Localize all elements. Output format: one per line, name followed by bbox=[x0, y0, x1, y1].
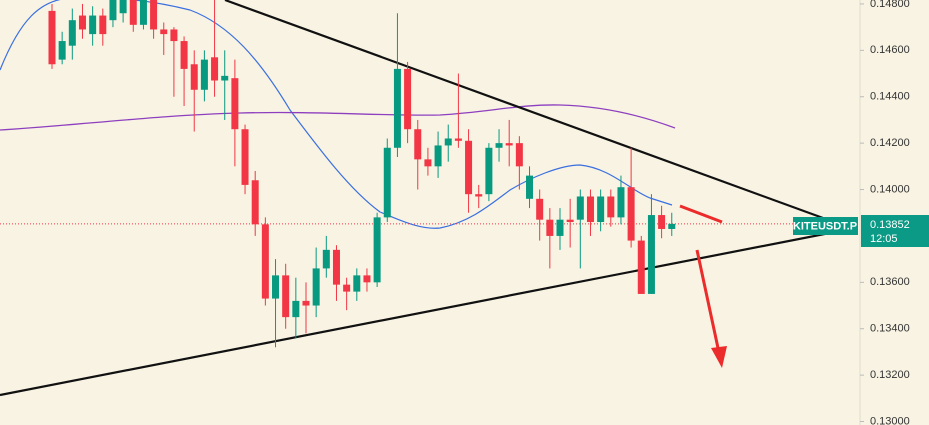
candle-body bbox=[383, 147, 391, 218]
red-arrow-short bbox=[679, 204, 723, 224]
candle-body bbox=[211, 57, 219, 81]
candle-body bbox=[485, 147, 493, 195]
price-label: 0.13852 bbox=[870, 219, 910, 231]
candle-body bbox=[89, 15, 97, 35]
candle-body bbox=[119, 0, 127, 14]
candle-body bbox=[393, 68, 401, 148]
y-tick-label: 0.14600 bbox=[870, 44, 910, 56]
candle-body bbox=[231, 78, 239, 130]
candle-body bbox=[586, 196, 594, 223]
candle-body bbox=[68, 20, 76, 46]
y-tick-label: 0.13600 bbox=[870, 276, 910, 288]
candle-body bbox=[647, 215, 655, 294]
candle-body bbox=[272, 275, 280, 299]
candle-body bbox=[424, 159, 432, 167]
candle-body bbox=[78, 15, 86, 30]
candle-body bbox=[454, 138, 462, 141]
candle-body bbox=[200, 59, 208, 90]
candle-body bbox=[597, 196, 605, 223]
candle-body bbox=[566, 219, 574, 223]
candle-body bbox=[536, 198, 544, 220]
candle-body bbox=[526, 175, 534, 199]
symbol-tag bbox=[793, 217, 858, 235]
candle-body bbox=[404, 68, 412, 130]
candle-body bbox=[495, 143, 503, 148]
candle-body bbox=[261, 224, 269, 299]
candle-body bbox=[312, 268, 320, 306]
candle-body bbox=[99, 15, 107, 35]
red-arrow-head bbox=[711, 346, 727, 368]
candle-body bbox=[139, 0, 147, 25]
candle-body bbox=[150, 0, 158, 30]
candle-body bbox=[48, 10, 56, 65]
candle-body bbox=[332, 249, 340, 285]
candle-body bbox=[129, 0, 137, 25]
candle-body bbox=[180, 41, 188, 69]
y-tick-label: 0.14200 bbox=[870, 137, 910, 149]
price-tag bbox=[861, 215, 929, 247]
candle-body bbox=[241, 129, 249, 185]
candle-body bbox=[302, 300, 310, 306]
candle-body bbox=[465, 140, 473, 195]
candle-body bbox=[353, 275, 361, 292]
candle-body bbox=[444, 138, 452, 146]
candle-body bbox=[282, 275, 290, 318]
purple-moving-average bbox=[0, 104, 676, 131]
candle-body bbox=[170, 29, 178, 42]
candle-body bbox=[251, 180, 259, 225]
candle-body bbox=[556, 219, 564, 236]
candle-body bbox=[505, 143, 513, 146]
candle-body bbox=[414, 129, 422, 160]
candle-body bbox=[292, 300, 300, 318]
upper-trend-line bbox=[224, 0, 846, 228]
candle-body bbox=[637, 240, 645, 294]
candle-body bbox=[58, 41, 66, 60]
candle-body bbox=[607, 196, 615, 218]
candle-body bbox=[627, 187, 635, 241]
candle-body bbox=[546, 219, 554, 236]
y-tick-label: 0.13000 bbox=[870, 415, 910, 425]
y-tick-label: 0.14800 bbox=[870, 0, 910, 10]
candle-body bbox=[343, 284, 351, 292]
candle-body bbox=[434, 145, 442, 167]
candle-body bbox=[515, 143, 523, 167]
y-tick-label: 0.14400 bbox=[870, 91, 910, 103]
candle-body bbox=[617, 187, 625, 218]
candle-body bbox=[668, 223, 676, 229]
candle-body bbox=[221, 75, 229, 81]
candle-body bbox=[363, 275, 371, 283]
candle-body bbox=[322, 249, 330, 269]
candle-body bbox=[190, 64, 198, 90]
candle-body bbox=[373, 217, 381, 283]
y-tick-label: 0.13200 bbox=[870, 369, 910, 381]
price-axis: 0.14800 0.14600 0.14400 0.14200 0.14000 0.136… bbox=[860, 0, 910, 425]
y-tick-label: 0.13400 bbox=[870, 323, 910, 335]
candle-body bbox=[475, 194, 483, 197]
timer-label: 12:05 bbox=[870, 233, 898, 245]
blue-moving-average bbox=[0, 0, 673, 229]
candles bbox=[48, 0, 676, 348]
candle-body bbox=[109, 0, 117, 21]
lower-trend-line bbox=[0, 228, 846, 397]
candle-body bbox=[160, 29, 168, 35]
symbol-label: KITEUSDT.P bbox=[793, 220, 857, 232]
candle-body bbox=[658, 215, 666, 229]
y-tick-label: 0.14000 bbox=[870, 183, 910, 195]
candle-body bbox=[576, 196, 584, 220]
red-arrow-long bbox=[695, 249, 720, 349]
